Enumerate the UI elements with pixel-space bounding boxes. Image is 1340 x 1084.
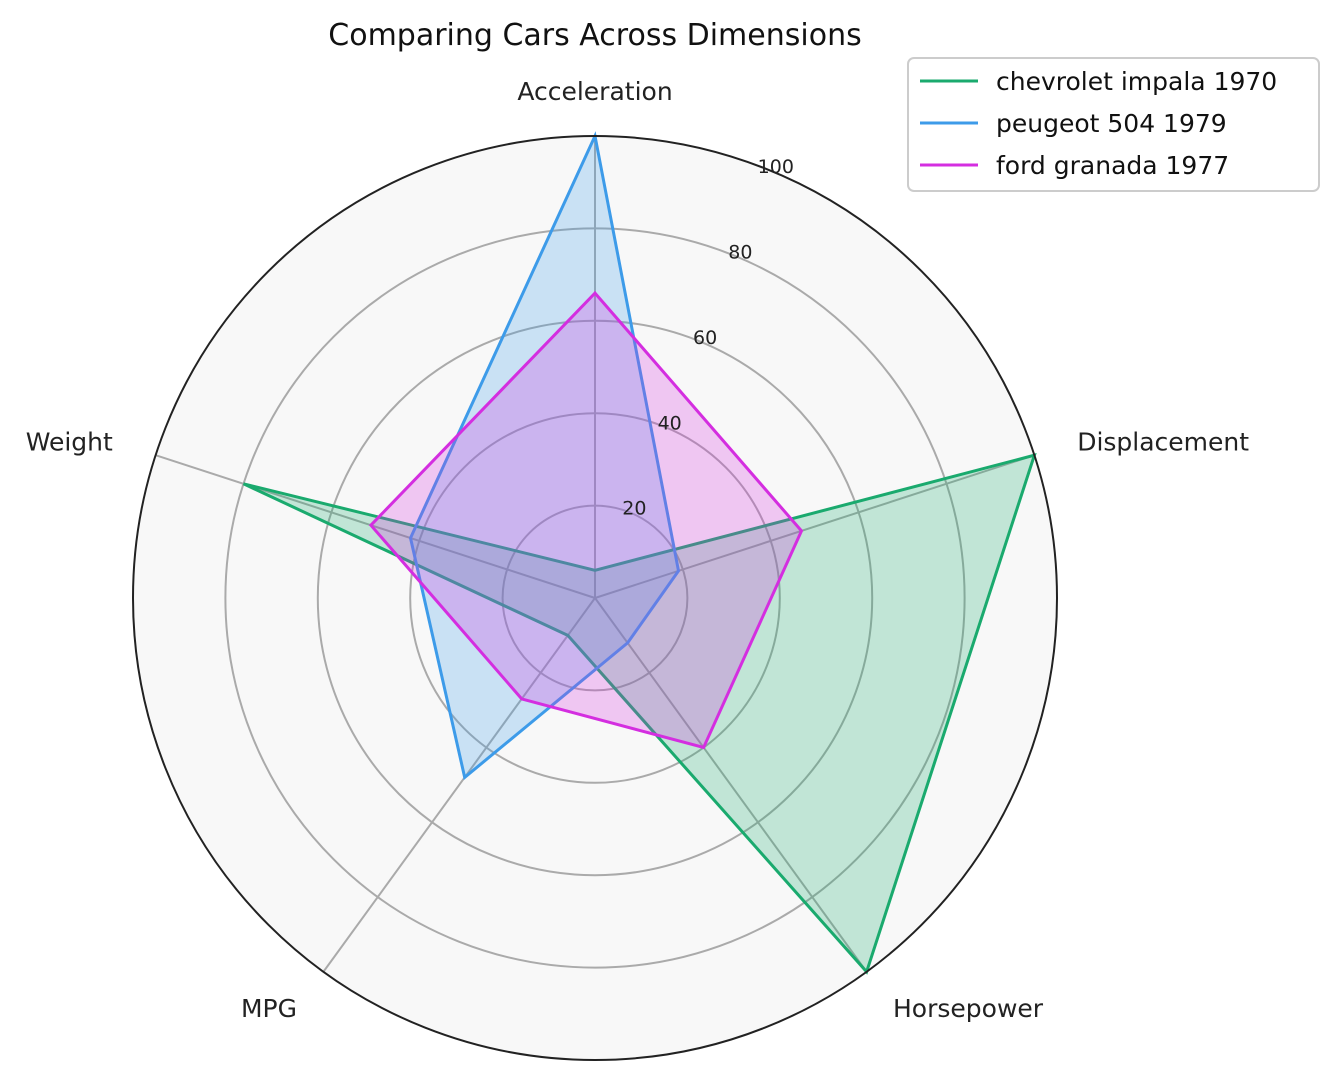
tick-label-20: 20 — [622, 498, 646, 520]
legend-box — [907, 57, 1320, 192]
chart-title: Comparing Cars Across Dimensions — [328, 18, 861, 53]
series-line-peugeot-504-1979 — [408, 131, 681, 781]
axis-label-weight: Weight — [26, 427, 113, 456]
legend-item-chevrolet-impala-1970: chevrolet impala 1970 — [920, 67, 1277, 96]
tick-label-60: 60 — [693, 327, 717, 349]
spoke-weight — [155, 454, 596, 599]
series-fill-ford-granada-1977 — [370, 293, 802, 748]
legend: chevrolet impala 1970 peugeot 504 1979 for… — [907, 57, 1320, 192]
legend-label-chevrolet-impala-1970: chevrolet impala 1970 — [996, 67, 1277, 96]
grid — [155, 136, 1035, 973]
series-chevrolet-impala-1970 — [242, 453, 1037, 975]
tick-label-80: 80 — [728, 242, 752, 264]
axis-label-acceleration: Acceleration — [517, 77, 672, 106]
series-line-ford-granada-1977 — [368, 290, 804, 750]
axis-labels: Acceleration Displacement Horsepower MPG Wei… — [26, 77, 1250, 1023]
tick-label-40: 40 — [658, 412, 682, 434]
legend-label-peugeot-504-1979: peugeot 504 1979 — [996, 109, 1227, 138]
series-fill-peugeot-504-1979 — [410, 136, 679, 778]
series-layer — [242, 131, 1037, 975]
outer-ring — [132, 135, 1058, 1061]
legend-item-ford-granada-1977: ford granada 1977 — [920, 151, 1229, 180]
spoke-displacement — [594, 454, 1035, 599]
axis-label-mpg: MPG — [241, 994, 297, 1023]
legend-label-ford-granada-1977: ford granada 1977 — [996, 151, 1229, 180]
spoke-mpg — [322, 597, 596, 973]
series-peugeot-504-1979 — [408, 131, 681, 781]
tick-label-100: 100 — [758, 156, 794, 178]
radial-tick-labels: 20 40 60 80 100 — [622, 156, 794, 519]
series-line-chevrolet-impala-1970 — [242, 453, 1037, 975]
axis-label-horsepower: Horsepower — [893, 994, 1044, 1023]
legend-item-peugeot-504-1979: peugeot 504 1979 — [920, 109, 1227, 138]
spoke-horsepower — [594, 597, 868, 973]
series-ford-granada-1977 — [368, 290, 804, 750]
axis-label-displacement: Displacement — [1077, 427, 1249, 456]
